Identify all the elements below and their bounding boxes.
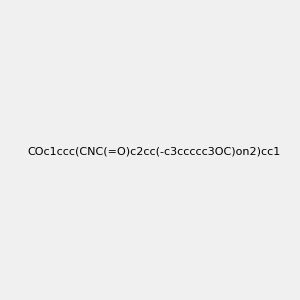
Text: COc1ccc(CNC(=O)c2cc(-c3ccccc3OC)on2)cc1: COc1ccc(CNC(=O)c2cc(-c3ccccc3OC)on2)cc1 xyxy=(27,146,280,157)
